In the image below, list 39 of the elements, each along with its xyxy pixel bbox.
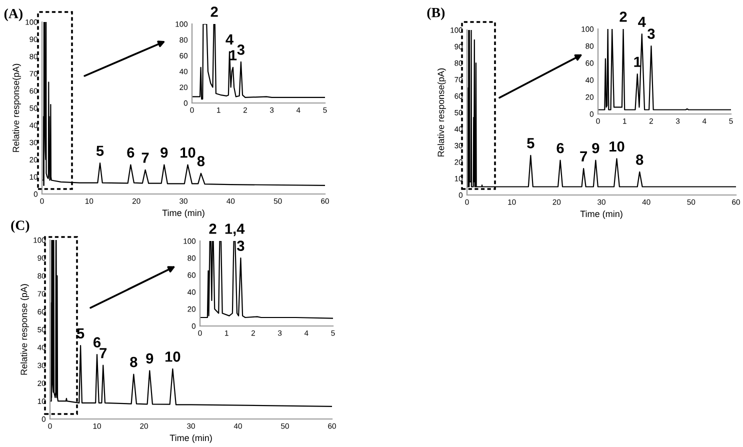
annotation: 5 <box>527 138 534 148</box>
annotation: 5 <box>96 146 104 156</box>
annotation: 4 <box>638 16 646 27</box>
annotation: 9 <box>160 147 168 158</box>
chart-title: (B) <box>427 8 445 20</box>
annotation: 3 <box>647 28 655 39</box>
annotation: 7 <box>580 151 587 162</box>
annotation: 1 <box>230 50 237 60</box>
annotation: 6 <box>556 142 564 154</box>
y-axis-title: Relative response(pA) <box>12 64 21 152</box>
annotation: 10 <box>610 141 624 152</box>
annotation: 9 <box>592 142 600 154</box>
annotation: 2 <box>210 6 218 17</box>
y-axis-title: Relative response(pA) <box>438 68 446 156</box>
annotation: 8 <box>197 156 205 166</box>
annotation: 10 <box>165 352 180 362</box>
line-series <box>192 24 325 100</box>
y-axis-title: Relative response (pA) <box>20 284 29 375</box>
annotation: 1,4 <box>225 224 245 236</box>
annotation: 7 <box>100 348 107 358</box>
x-axis-title: Time (min) <box>170 434 212 443</box>
chart-title: (C) <box>11 220 30 233</box>
annotation: 1 <box>634 56 642 67</box>
annotation: 6 <box>93 337 101 348</box>
annotation: 8 <box>130 356 138 368</box>
annotation: 3 <box>237 44 244 55</box>
annotation: 9 <box>146 353 154 364</box>
annotation: 7 <box>142 152 149 163</box>
x-axis-title: Time (min) <box>162 209 204 218</box>
annotation: 8 <box>636 154 644 165</box>
chart-title: (A) <box>4 8 22 22</box>
x-axis-title: Time (min) <box>580 210 622 219</box>
annotation: 2 <box>620 12 627 22</box>
annotation: 3 <box>236 240 244 251</box>
annotation: 4 <box>226 34 234 44</box>
line-series <box>598 29 731 110</box>
annotation: 2 <box>209 224 216 234</box>
line-series <box>200 241 333 319</box>
annotation: 6 <box>127 147 134 158</box>
